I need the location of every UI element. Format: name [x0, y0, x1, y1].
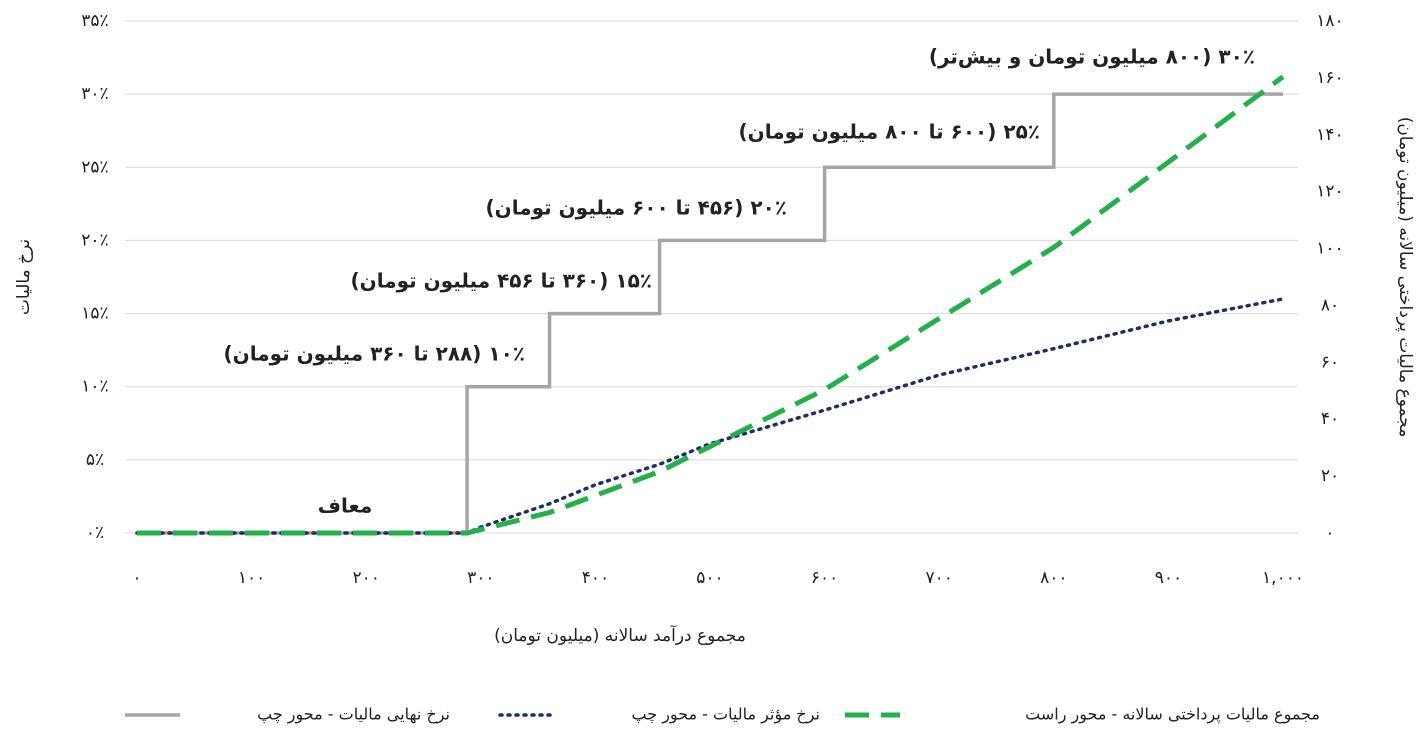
y-tick-label: ۰٪ [86, 523, 104, 543]
x-tick-label: ۹۰۰ [1155, 568, 1182, 588]
annotation: ۲۰٪ (۴۵۶ تا ۶۰۰ میلیون تومان) [486, 196, 788, 220]
y2-tick-label: ۴۰ [1321, 409, 1339, 429]
y-tick-label: ۳۰٪ [81, 84, 108, 104]
x-tick-label: ۷۰۰ [925, 568, 952, 588]
y2-tick-label: ۱۶۰ [1316, 68, 1343, 88]
legend-label: نرخ نهایی مالیات - محور چپ [257, 705, 450, 725]
y2-tick-label: ۸۰ [1321, 295, 1339, 315]
series-line [137, 74, 1285, 536]
y-axis-title: نرخ مالیات [14, 239, 34, 315]
y2-tick-label: ۱۸۰ [1316, 11, 1343, 31]
legend-label: نرخ مؤثر مالیات - محور چپ [631, 705, 820, 725]
annotation: ۲۵٪ (۶۰۰ تا ۸۰۰ میلیون تومان) [739, 120, 1041, 144]
series-line [135, 297, 1285, 535]
y2-tick-label: ۰ [1325, 523, 1334, 543]
y-tick-label: ۲۰٪ [81, 230, 108, 250]
x-tick-label: ۳۰۰ [467, 568, 494, 588]
y2-axis-title: مجموع مالیات پرداختی سالانه (میلیون توما… [1395, 117, 1415, 438]
y-tick-label: ۳۵٪ [81, 11, 108, 31]
y-tick-label: ۵٪ [86, 450, 104, 470]
y2-tick-label: ۱۰۰ [1316, 239, 1343, 259]
y2-tick-label: ۱۴۰ [1316, 125, 1343, 145]
annotation: ۱۵٪ (۳۶۰ تا ۴۵۶ میلیون تومان) [351, 269, 653, 293]
y2-tick-label: ۶۰ [1321, 352, 1339, 372]
y-tick-label: ۱۰٪ [81, 377, 108, 397]
y2-tick-label: ۱۲۰ [1316, 182, 1343, 202]
y-tick-label: ۲۵٪ [81, 157, 108, 177]
x-tick-label: ۰ [132, 568, 141, 588]
x-tick-label: ۱,۰۰۰ [1262, 568, 1304, 588]
legend-label: مجموع مالیات پرداختی سالانه - محور راست [1025, 705, 1320, 725]
x-tick-label: ۵۰۰ [696, 568, 723, 588]
x-tick-label: ۲۰۰ [352, 568, 379, 588]
y2-tick-label: ۲۰ [1321, 466, 1339, 486]
annotation: ۳۰٪ (۸۰۰ میلیون تومان و بیش‌تر) [929, 45, 1255, 69]
x-tick-label: ۶۰۰ [811, 568, 838, 588]
x-tick-label: ۸۰۰ [1040, 568, 1067, 588]
series-line [137, 92, 1283, 535]
x-tick-label: ۱۰۰ [238, 568, 265, 588]
x-axis-title: مجموع درآمد سالانه (میلیون تومان) [494, 624, 746, 646]
annotation: ۱۰٪ (۲۸۸ تا ۳۶۰ میلیون تومان) [224, 342, 526, 366]
y-tick-label: ۱۵٪ [81, 304, 108, 324]
x-tick-label: ۴۰۰ [582, 568, 609, 588]
annotation: معاف [318, 494, 372, 518]
